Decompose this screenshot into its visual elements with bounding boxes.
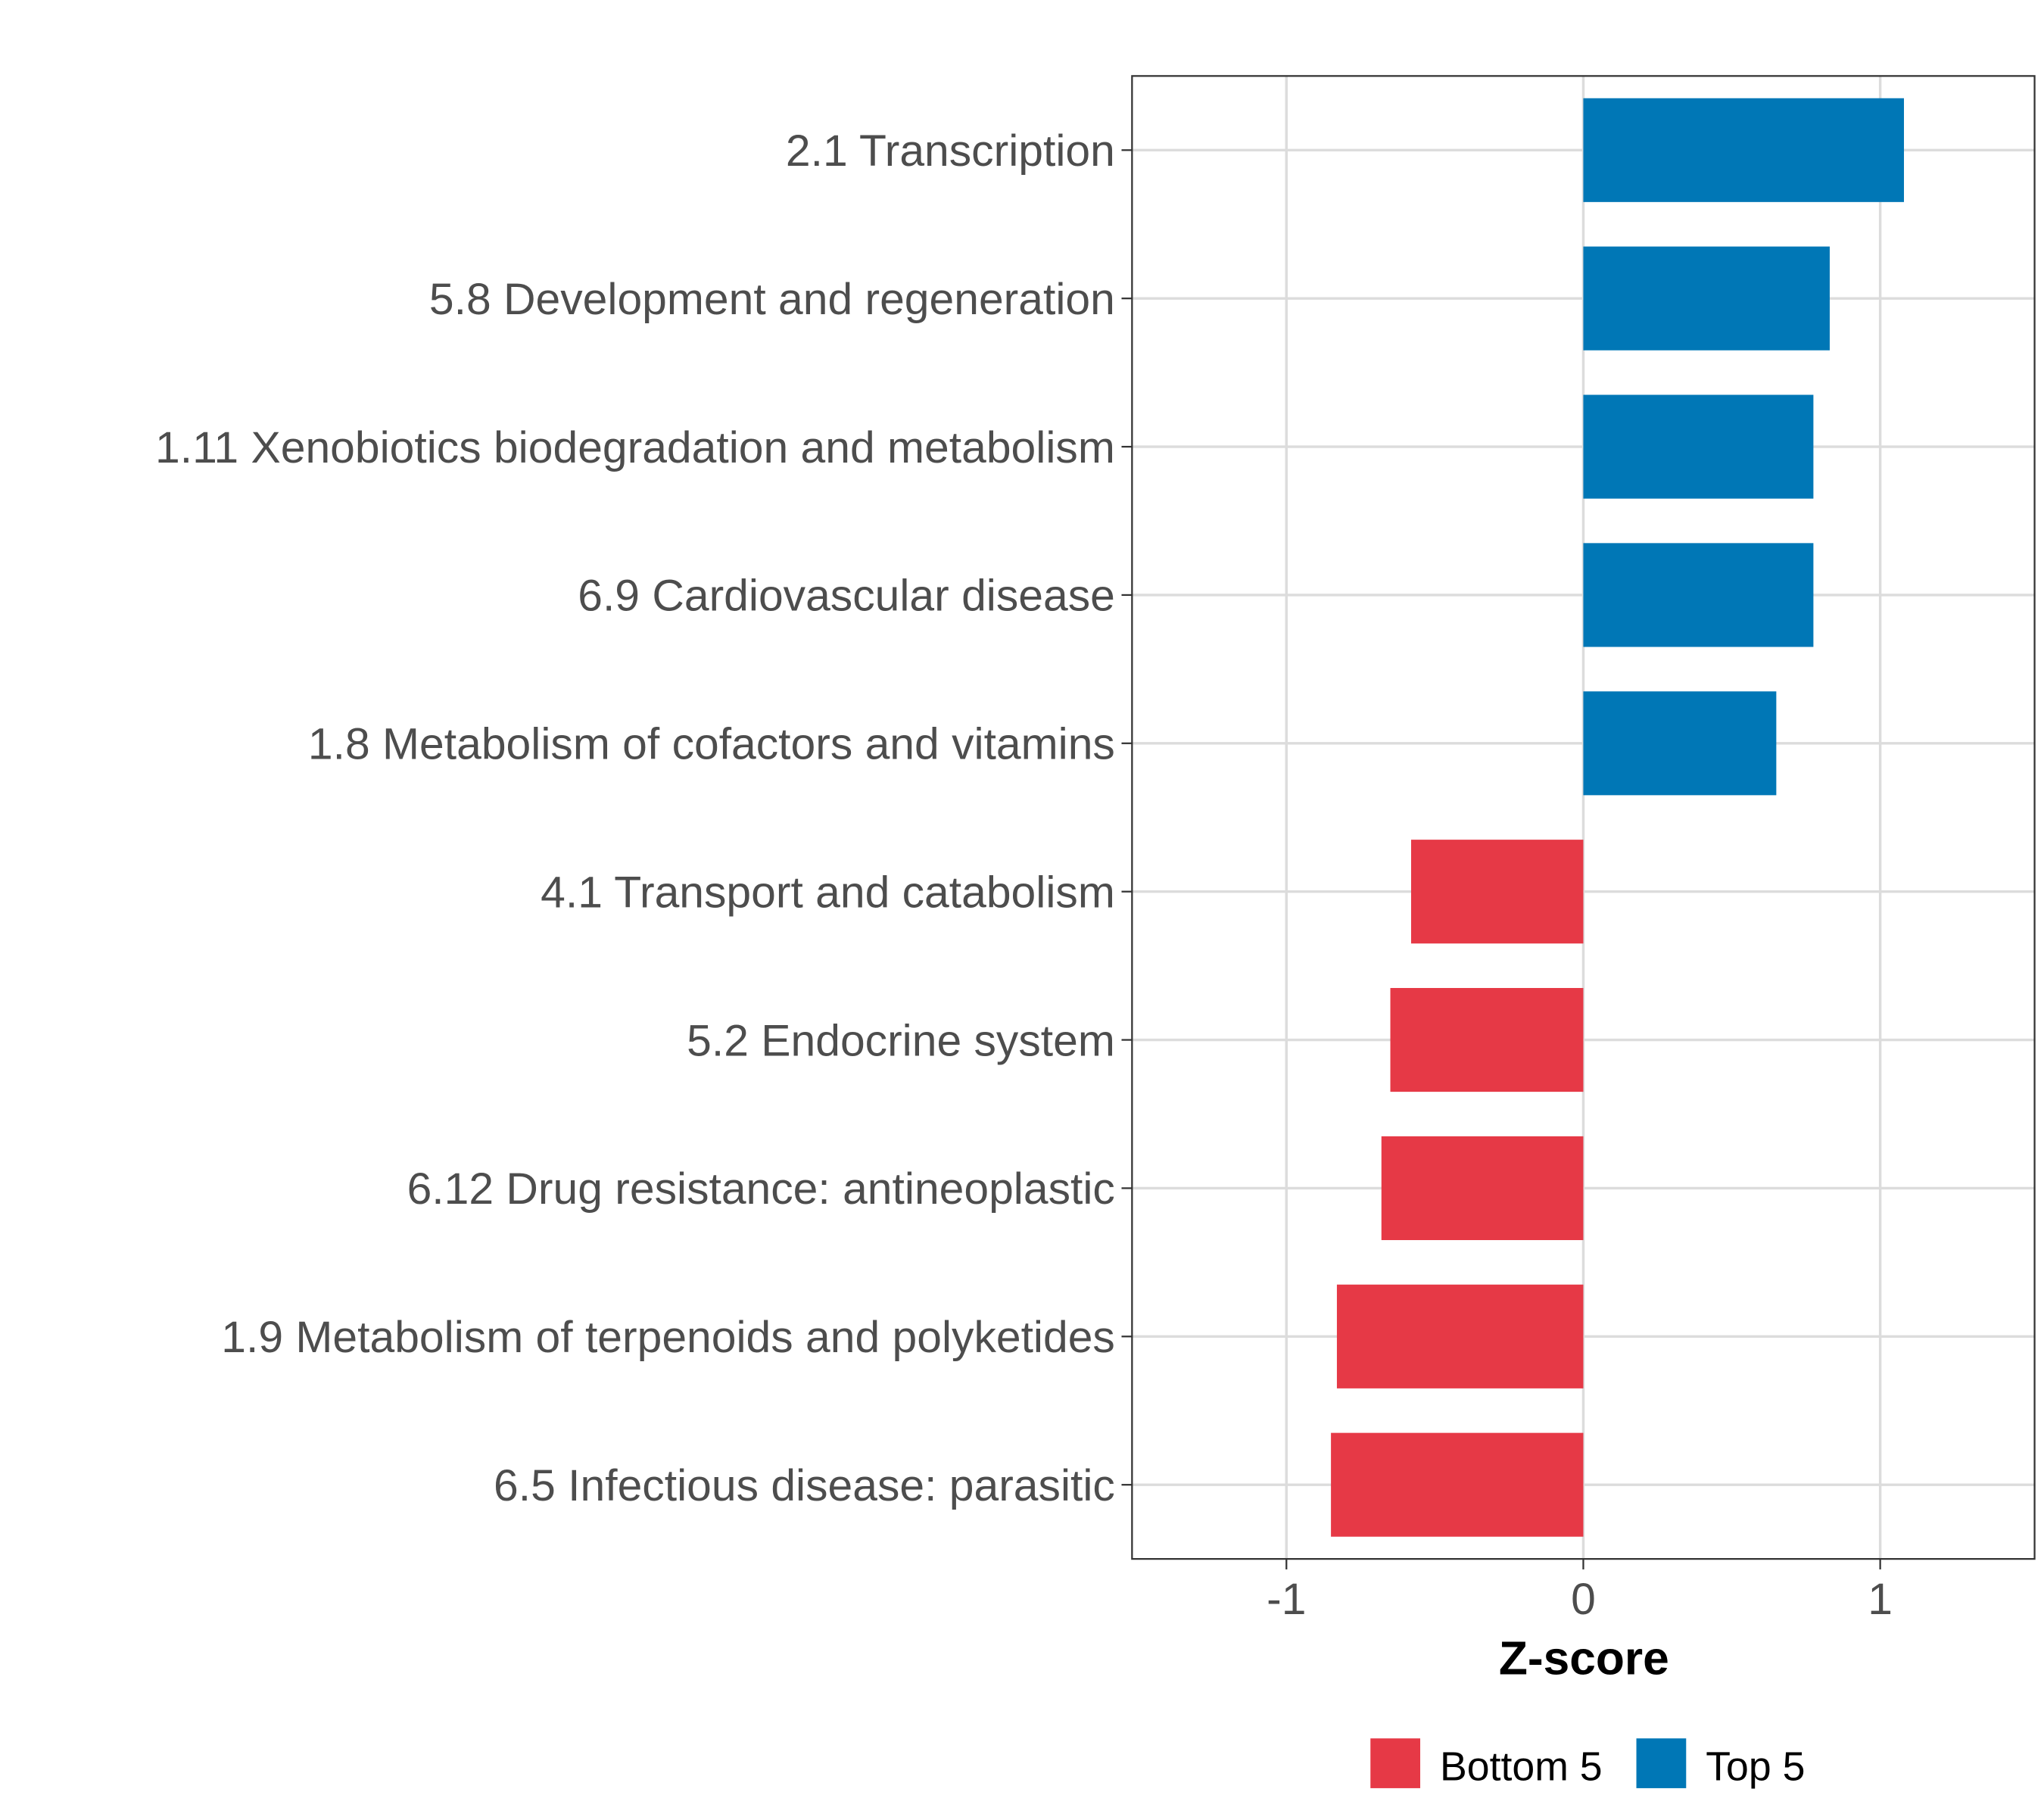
legend-swatch [1370, 1738, 1421, 1788]
y-axis: 2.1 Transcription 5.8 Development and reg… [155, 126, 1133, 1510]
bar [1583, 246, 1830, 351]
bars [1331, 98, 1905, 1537]
y-tick-label: 1.8 Metabolism of cofactors and vitamins [308, 720, 1115, 769]
x-axis: -1 0 1 [1267, 1559, 1893, 1624]
y-tick-label: 6.12 Drug resistance: antineoplastic [407, 1164, 1115, 1214]
bar [1410, 840, 1584, 944]
y-tick-label: 1.11 Xenobiotics biodegradation and meta… [155, 423, 1115, 472]
y-tick-label: 4.1 Transport and catabolism [541, 868, 1115, 917]
legend-swatch [1636, 1738, 1687, 1788]
y-tick-label: 6.9 Cardiovascular disease [578, 572, 1115, 621]
bar [1331, 1432, 1584, 1537]
x-tick-label: 1 [1868, 1575, 1893, 1624]
bar [1336, 1284, 1584, 1388]
bar [1390, 987, 1584, 1092]
bar [1583, 543, 1814, 647]
y-tick-label: 2.1 Transcription [786, 126, 1115, 176]
bar [1583, 691, 1777, 796]
bar [1381, 1136, 1584, 1240]
x-tick-label: -1 [1267, 1575, 1306, 1624]
y-tick-label: 5.2 Endocrine system [687, 1016, 1115, 1065]
legend-label: Top 5 [1706, 1744, 1805, 1790]
bar [1583, 394, 1814, 499]
x-axis-title: Z-score [1499, 1632, 1669, 1685]
y-tick-label: 6.5 Infectious disease: parasitic [494, 1461, 1115, 1510]
y-tick-label: 1.9 Metabolism of terpenoids and polyket… [221, 1313, 1115, 1362]
bar [1583, 98, 1905, 202]
x-tick-label: 0 [1571, 1575, 1596, 1624]
legend-label: Bottom 5 [1440, 1744, 1603, 1790]
y-tick-label: 5.8 Development and regeneration [429, 275, 1115, 324]
legend: Bottom 5 Top 5 [1370, 1738, 1805, 1790]
